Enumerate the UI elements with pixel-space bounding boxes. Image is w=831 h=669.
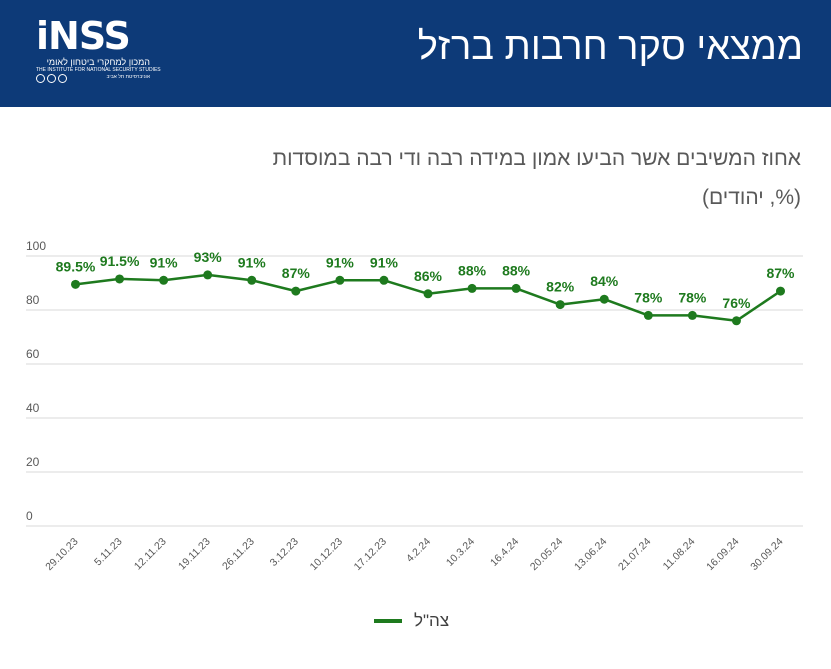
data-label: 84% [590, 273, 619, 289]
logo-emblem-icon [36, 74, 67, 83]
data-point [467, 283, 477, 293]
x-tick-label: 30.09.24 [748, 536, 785, 573]
data-label: 87% [766, 265, 795, 281]
x-tick-label: 10.12.23 [308, 536, 345, 573]
inss-logo[interactable]: iNSS המכון למחקרי ביטחון לאומי THE INSTI… [36, 16, 161, 86]
data-point [203, 270, 213, 280]
data-point [115, 274, 125, 284]
logo-english-name: THE INSTITUTE FOR NATIONAL SECURITY STUD… [36, 67, 161, 73]
data-label: 78% [634, 289, 663, 305]
data-point [423, 289, 433, 299]
data-point [555, 300, 565, 310]
legend-label: צה"ל [414, 611, 450, 630]
data-label: 91% [150, 254, 179, 270]
data-point [599, 294, 609, 304]
data-label: 91.5% [100, 253, 140, 269]
x-tick-label: 16.4.24 [488, 536, 521, 569]
logo-wordmark: iNSS [36, 14, 131, 58]
x-tick-label: 5.11.23 [92, 536, 125, 569]
data-label: 91% [370, 254, 399, 270]
data-point [687, 310, 697, 320]
x-tick-label: 10.3.24 [444, 536, 477, 569]
data-point [159, 275, 169, 285]
x-tick-label: 12.11.23 [132, 536, 169, 573]
data-label: 91% [238, 254, 267, 270]
data-label: 93% [194, 249, 223, 265]
x-tick-label: 21.07.24 [616, 536, 653, 573]
data-point [335, 275, 345, 285]
data-point [247, 275, 257, 285]
data-label: 87% [282, 265, 311, 281]
x-tick-label: 11.08.24 [661, 536, 698, 573]
header-banner: iNSS המכון למחקרי ביטחון לאומי THE INSTI… [0, 0, 831, 107]
x-tick-label: 17.12.23 [352, 536, 389, 573]
chart-legend: צה"ל [374, 610, 449, 632]
page-title: ממצאי סקר חרבות ברזל [417, 26, 803, 68]
logo-hebrew-name: המכון למחקרי ביטחון לאומי [46, 57, 150, 67]
data-point [379, 275, 389, 285]
logo-university: אוניברסיטת תל אביב [106, 74, 151, 80]
data-label: 76% [722, 295, 751, 311]
y-tick-label: 100 [26, 239, 46, 253]
data-label: 88% [502, 262, 531, 278]
data-label: 88% [458, 262, 487, 278]
x-tick-label: 3.12.23 [268, 536, 301, 569]
data-label: 78% [678, 289, 707, 305]
legend-swatch [374, 619, 402, 623]
y-tick-label: 60 [26, 347, 40, 361]
data-point [291, 286, 301, 296]
data-point [776, 286, 785, 296]
x-tick-label: 29.10.23 [43, 536, 80, 573]
data-point [71, 279, 80, 289]
x-tick-label: 20.05.24 [528, 536, 565, 573]
data-point [643, 310, 653, 320]
x-tick-label: 16.09.24 [704, 536, 741, 573]
data-point [511, 283, 521, 293]
y-tick-label: 80 [26, 293, 40, 307]
y-tick-label: 20 [26, 455, 40, 469]
data-label: 82% [546, 279, 575, 295]
data-label: 91% [326, 254, 355, 270]
data-label: 89.5% [56, 258, 96, 274]
y-tick-label: 0 [26, 509, 33, 523]
x-tick-label: 26.11.23 [220, 536, 257, 573]
y-tick-label: 40 [26, 401, 40, 415]
chart-subtitle: (%, יהודים) [701, 186, 801, 209]
x-tick-label: 19.11.23 [176, 536, 213, 573]
x-tick-label: 13.06.24 [572, 536, 609, 573]
x-tick-label: 4.2.24 [404, 536, 433, 565]
data-label: 86% [414, 268, 443, 284]
chart-title: אחוז המשיבים אשר הביעו אמון במידה רבה וד… [272, 147, 801, 170]
data-point [731, 316, 741, 326]
